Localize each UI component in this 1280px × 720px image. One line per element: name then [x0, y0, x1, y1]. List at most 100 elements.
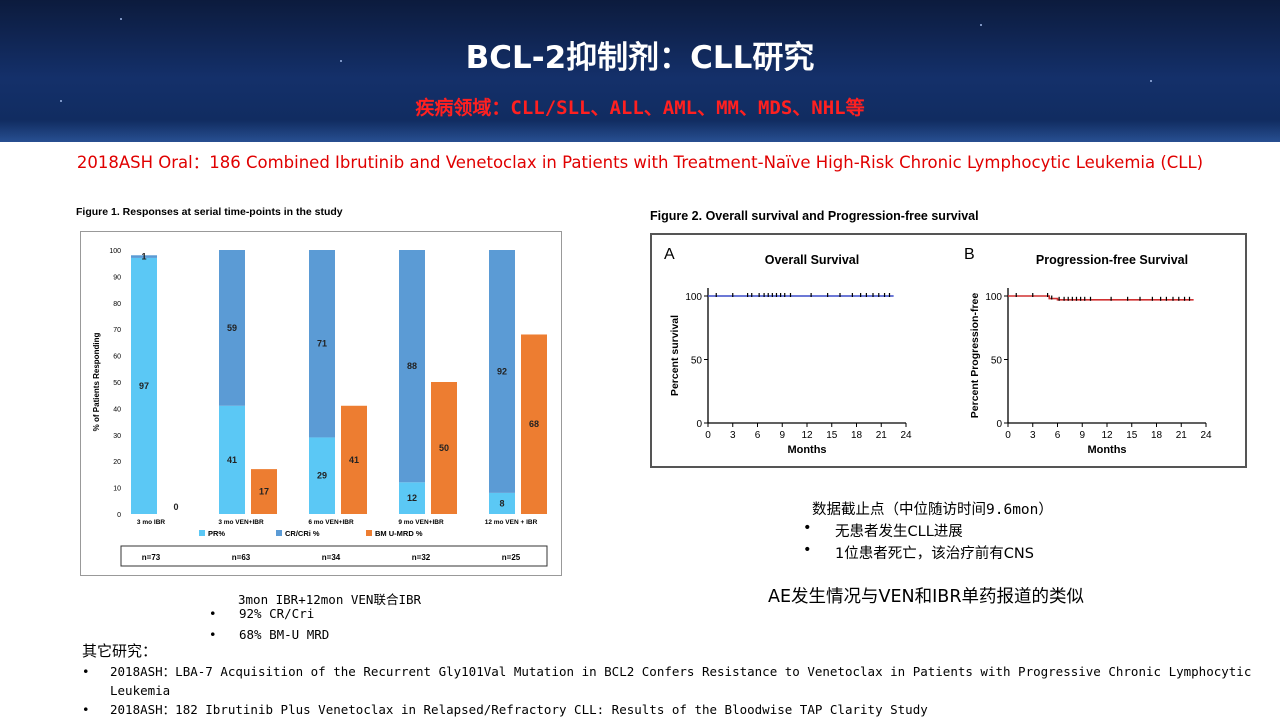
- bar-cr-label: 59: [227, 323, 237, 333]
- n-label: n=63: [232, 553, 251, 562]
- legend-swatch: [199, 530, 205, 536]
- x-tick-label: 6: [755, 430, 761, 441]
- x-tick-label: 3 mo VEN+IBR: [218, 519, 264, 526]
- slide-title: BCL-2抑制剂：CLL研究: [465, 40, 815, 76]
- ibr-item: 92% CR/Cri: [209, 606, 329, 627]
- n-label: n=25: [502, 553, 521, 562]
- y-tick-label: 60: [113, 354, 121, 361]
- bar-mrd-label: 68: [529, 419, 539, 429]
- y-tick-label: 0: [996, 419, 1002, 430]
- x-tick-label: 0: [705, 430, 711, 441]
- legend-label: BM U-MRD %: [375, 529, 423, 538]
- y-tick-label: 30: [113, 433, 121, 440]
- oral-study-title: 2018ASH Oral：186 Combined Ibrutinib and …: [76, 153, 1204, 172]
- panel-a: A Overall Survival 0 50 100 0 3 6 9 12 15 18 21 24 Mon…: [664, 246, 912, 456]
- bar-cr-label: 88: [407, 361, 417, 371]
- n-label: n=73: [142, 553, 161, 562]
- bar-cr: [489, 250, 515, 493]
- y-axis-label: Percent Progression-free: [969, 293, 981, 419]
- bar-pr: [219, 405, 245, 514]
- x-tick-label: 21: [1176, 430, 1188, 441]
- x-tick-label: 6: [1055, 430, 1061, 441]
- x-tick-label: 12: [801, 430, 813, 441]
- bar-mrd: [341, 405, 367, 514]
- legend-swatch: [276, 530, 282, 536]
- x-tick-label: 12 mo VEN + IBR: [485, 519, 538, 526]
- panel-letter: A: [664, 246, 675, 263]
- legend-label: PR%: [208, 529, 225, 538]
- bar-cr: [399, 250, 425, 483]
- y-tick-label: 50: [991, 356, 1003, 367]
- legend-label: CR/CRi %: [285, 529, 320, 538]
- y-tick-label: 100: [685, 292, 702, 303]
- panel-title: Overall Survival: [765, 253, 860, 267]
- bar-mrd-label: 50: [439, 443, 449, 453]
- y-tick-label: 100: [109, 248, 121, 255]
- x-axis-label: Months: [1087, 444, 1126, 456]
- bar-pr-label: 12: [407, 493, 417, 503]
- other-studies-list: 2018ASH：LBA-7 Acquisition of the Recurre…: [82, 662, 1262, 719]
- bar-mrd: [431, 382, 457, 514]
- x-tick-label: 24: [900, 430, 912, 441]
- x-tick-label: 6 mo VEN+IBR: [308, 519, 354, 526]
- x-tick-label: 9: [1079, 430, 1085, 441]
- n-labels-box: [120, 545, 548, 567]
- legend-swatch: [366, 530, 372, 536]
- y-tick-label: 50: [691, 356, 703, 367]
- bar-pr-label: 29: [317, 471, 327, 481]
- x-tick-label: 9: [779, 430, 785, 441]
- bar-cr: [131, 255, 157, 258]
- bar-mrd-label: 0: [173, 502, 178, 512]
- figure2-caption: Figure 2. Overall survival and Progressi…: [650, 209, 979, 223]
- slide-header: BCL-2抑制剂：CLL研究 疾病领域：CLL/SLL、ALL、AML、MM、M…: [0, 0, 1280, 142]
- y-tick-label: 40: [113, 406, 121, 413]
- bar-cr-label: 92: [497, 366, 507, 376]
- bar-mrd: [251, 469, 277, 514]
- y-tick-label: 100: [985, 292, 1002, 303]
- panel-letter: B: [964, 246, 975, 263]
- bar-mrd-label: 17: [259, 487, 269, 497]
- bar-pr: [309, 437, 335, 514]
- n-label: n=34: [322, 553, 341, 562]
- other-studies-title: 其它研究：: [82, 642, 158, 660]
- ibr-heading: 3mon IBR+12mon VEN联合IBR: [238, 592, 422, 607]
- y-tick-label: 50: [113, 380, 121, 387]
- x-axis-label: Months: [787, 444, 826, 456]
- cutoff-heading: 数据截止点（中位随访时间9.6mon）: [812, 502, 1053, 518]
- survival-curve: [1008, 295, 1194, 301]
- figure1-panel: 0 10 20 30 40 50 60 70 80 90 100% of Patients Resp…: [80, 231, 562, 576]
- y-tick-label: 0: [117, 512, 121, 519]
- survival-curves: A Overall Survival 0 50 100 0 3 6 9 12 15 18 21 24 Mon…: [664, 246, 1212, 456]
- bar-cr-label: 71: [317, 339, 327, 349]
- bar-mrd: [521, 334, 547, 514]
- y-tick-label: 90: [113, 274, 121, 281]
- y-tick-label: 70: [113, 327, 121, 334]
- ibr-item: 68% BM-U MRD: [209, 627, 329, 648]
- cutoff-list: 无患者发生CLL进展 1位患者死亡，该治疗前有CNS: [803, 520, 1034, 564]
- x-tick-label: 15: [1126, 430, 1138, 441]
- bar-pr: [489, 492, 515, 514]
- y-tick-label: 80: [113, 301, 121, 308]
- bar-pr-label: 8: [499, 498, 504, 508]
- x-tick-label: 24: [1200, 430, 1212, 441]
- panel-b: B Progression-free Survival 0 50 100 0 3 6 9 12 15…: [964, 246, 1212, 456]
- x-tick-label: 12: [1101, 430, 1113, 441]
- bar-pr: [399, 482, 425, 514]
- figure2-panel: A Overall Survival 0 50 100 0 3 6 9 12 15 18 21 24 Mon…: [650, 233, 1247, 468]
- y-axis-label: Percent survival: [669, 315, 681, 396]
- y-tick-label: 10: [113, 486, 121, 493]
- bar-cr: [309, 250, 335, 438]
- other-study-item: 2018ASH：LBA-7 Acquisition of the Recurre…: [82, 662, 1262, 700]
- x-tick-label: 15: [826, 430, 838, 441]
- other-study-item: 2018ASH：182 Ibrutinib Plus Venetoclax in…: [82, 700, 1262, 719]
- y-tick-label: 0: [696, 419, 702, 430]
- x-tick-label: 0: [1005, 430, 1011, 441]
- y-axis-label: % of Patients Responding: [92, 333, 101, 432]
- x-tick-label: 18: [851, 430, 863, 441]
- ae-note: AE发生情况与VEN和IBR单药报道的类似: [768, 587, 1084, 607]
- figure1-caption: Figure 1. Responses at serial time-point…: [76, 206, 343, 218]
- x-tick-label: 21: [876, 430, 888, 441]
- y-tick-label: 20: [113, 459, 121, 466]
- x-tick-label: 3: [730, 430, 736, 441]
- bar-pr-label: 41: [227, 455, 237, 465]
